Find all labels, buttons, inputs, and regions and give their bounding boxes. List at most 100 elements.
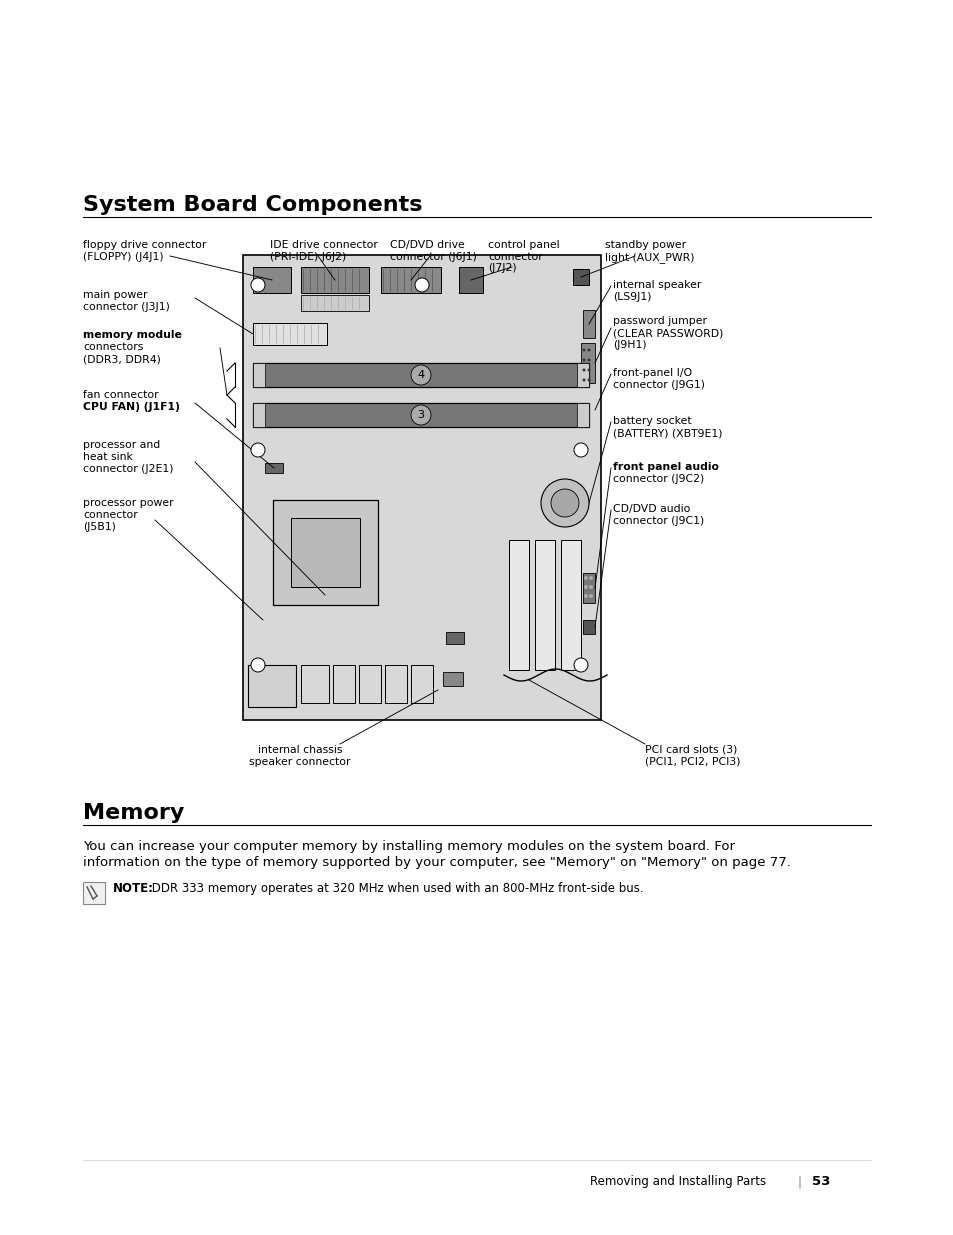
Text: CD/DVD drive: CD/DVD drive [390, 240, 464, 249]
Bar [273, 500, 377, 605]
Text: DDR 333 memory operates at 320 MHz when used with an 800-MHz front-side bus.: DDR 333 memory operates at 320 MHz when … [148, 882, 643, 895]
Circle shape [251, 278, 265, 291]
Bar [253, 403, 588, 427]
Bar [265, 463, 283, 473]
Text: front panel audio: front panel audio [613, 462, 719, 472]
Circle shape [411, 366, 431, 385]
Text: (CLEAR PASSWORD): (CLEAR PASSWORD) [613, 329, 722, 338]
Bar [442, 672, 462, 685]
Text: main power: main power [83, 290, 148, 300]
Text: (FLOPPY) (J4J1): (FLOPPY) (J4J1) [83, 252, 164, 262]
Circle shape [587, 378, 590, 382]
Text: battery socket: battery socket [613, 416, 691, 426]
Text: floppy drive connector: floppy drive connector [83, 240, 206, 249]
Text: processor and: processor and [83, 440, 160, 450]
Text: connector (J9C2): connector (J9C2) [613, 474, 703, 484]
Text: (J7J2): (J7J2) [488, 263, 517, 273]
Bar [248, 664, 295, 706]
Circle shape [582, 348, 585, 352]
Text: connectors: connectors [83, 342, 143, 352]
Circle shape [582, 358, 585, 362]
Bar [582, 310, 595, 338]
Text: password jumper: password jumper [613, 316, 706, 326]
Text: connector: connector [488, 252, 542, 262]
Text: heat sink: heat sink [83, 452, 132, 462]
Circle shape [574, 658, 587, 672]
Text: standby power: standby power [604, 240, 685, 249]
Circle shape [584, 594, 587, 598]
Text: connector: connector [83, 510, 137, 520]
Circle shape [540, 479, 588, 527]
Text: (BATTERY) (XBT9E1): (BATTERY) (XBT9E1) [613, 429, 721, 438]
Circle shape [582, 368, 585, 372]
Circle shape [415, 278, 429, 291]
Text: (J5B1): (J5B1) [83, 522, 115, 532]
Bar [333, 664, 355, 703]
Text: speaker connector: speaker connector [249, 757, 351, 767]
Text: |: | [797, 1174, 801, 1188]
Text: NOTE:: NOTE: [112, 882, 153, 895]
Text: connector (J2E1): connector (J2E1) [83, 464, 173, 474]
Text: CPU FAN) (J1F1): CPU FAN) (J1F1) [83, 403, 180, 412]
Text: (LS9J1): (LS9J1) [613, 291, 651, 303]
Bar [411, 664, 433, 703]
Text: CD/DVD audio: CD/DVD audio [613, 504, 690, 514]
Circle shape [587, 358, 590, 362]
Text: fan connector: fan connector [83, 390, 158, 400]
Bar [253, 363, 588, 387]
Text: 4: 4 [417, 370, 424, 380]
Circle shape [584, 585, 587, 589]
Text: 3: 3 [417, 410, 424, 420]
Text: connector (J6J1): connector (J6J1) [390, 252, 476, 262]
Text: (PCI1, PCI2, PCI3): (PCI1, PCI2, PCI3) [644, 757, 740, 767]
Text: connector (J9C1): connector (J9C1) [613, 516, 703, 526]
Bar [380, 267, 440, 293]
Bar [573, 269, 588, 285]
Text: connector (J9G1): connector (J9G1) [613, 380, 704, 390]
Bar [385, 664, 407, 703]
Text: You can increase your computer memory by installing memory modules on the system: You can increase your computer memory by… [83, 840, 734, 853]
Circle shape [251, 443, 265, 457]
Circle shape [584, 577, 587, 579]
Circle shape [589, 594, 592, 598]
Text: light (AUX_PWR): light (AUX_PWR) [604, 252, 694, 263]
Bar [253, 324, 327, 345]
Bar [535, 540, 555, 671]
Text: internal chassis: internal chassis [257, 745, 342, 755]
Text: Memory: Memory [83, 803, 184, 823]
Circle shape [587, 368, 590, 372]
Bar [253, 403, 265, 427]
Text: (PRI-IDE) J6J2): (PRI-IDE) J6J2) [270, 252, 346, 262]
Text: (DDR3, DDR4): (DDR3, DDR4) [83, 354, 161, 364]
Bar [243, 254, 600, 720]
Text: internal speaker: internal speaker [613, 280, 700, 290]
Circle shape [582, 378, 585, 382]
Circle shape [411, 405, 431, 425]
Text: Removing and Installing Parts: Removing and Installing Parts [589, 1174, 765, 1188]
Circle shape [589, 577, 592, 579]
Bar [83, 882, 105, 904]
Text: IDE drive connector: IDE drive connector [270, 240, 377, 249]
Bar [577, 403, 588, 427]
Bar [358, 664, 380, 703]
Circle shape [587, 348, 590, 352]
Bar [580, 343, 595, 383]
Bar [253, 267, 291, 293]
Text: information on the type of memory supported by your computer, see "Memory" on "M: information on the type of memory suppor… [83, 856, 790, 869]
Text: System Board Components: System Board Components [83, 195, 422, 215]
Bar [301, 664, 329, 703]
Text: 53: 53 [811, 1174, 829, 1188]
Text: front-panel I/O: front-panel I/O [613, 368, 691, 378]
Bar [560, 540, 580, 671]
Text: processor power: processor power [83, 498, 173, 508]
Circle shape [251, 658, 265, 672]
Bar [301, 295, 369, 311]
Circle shape [589, 585, 592, 589]
Bar [301, 267, 369, 293]
Bar [446, 632, 463, 643]
Bar [253, 363, 265, 387]
Bar [582, 573, 595, 603]
Text: connector (J3J1): connector (J3J1) [83, 303, 170, 312]
Bar [291, 517, 359, 587]
Text: PCI card slots (3): PCI card slots (3) [644, 745, 737, 755]
